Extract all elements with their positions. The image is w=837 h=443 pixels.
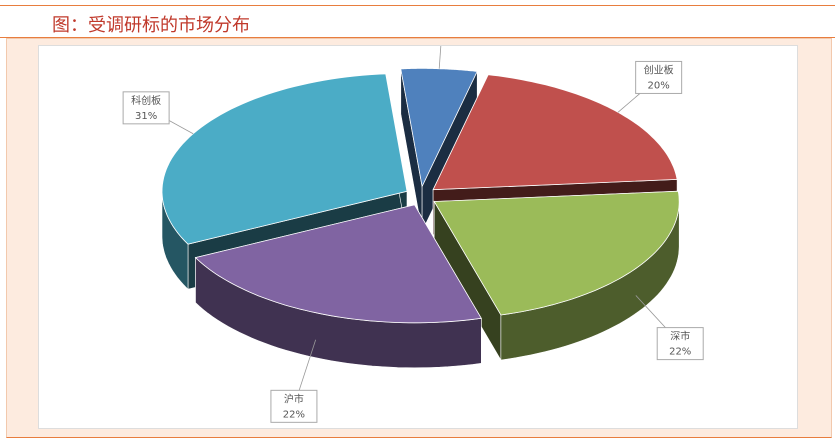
label-box — [635, 60, 683, 94]
category-label: 创业板 — [644, 63, 674, 76]
slice — [433, 190, 680, 362]
value-label: 31% — [135, 111, 157, 122]
slice — [194, 203, 482, 369]
category-label: 深市 — [670, 330, 690, 343]
category-label: 沪市 — [284, 392, 304, 405]
label-box — [656, 327, 704, 361]
value-label: 20% — [648, 80, 670, 91]
pie-slice — [433, 190, 680, 316]
chart-title: 图：受调研标的市场分布 — [52, 15, 250, 36]
pie-slice — [194, 204, 482, 324]
category-label: 科创板 — [131, 94, 161, 107]
title-bar: 图：受调研标的市场分布 — [0, 5, 835, 38]
value-label: 22% — [669, 347, 691, 358]
label-box — [122, 91, 170, 125]
leader-line — [438, 46, 442, 69]
pie-slice — [161, 73, 408, 245]
slice — [161, 73, 408, 290]
label-box — [270, 389, 318, 423]
value-label: 22% — [283, 409, 305, 420]
